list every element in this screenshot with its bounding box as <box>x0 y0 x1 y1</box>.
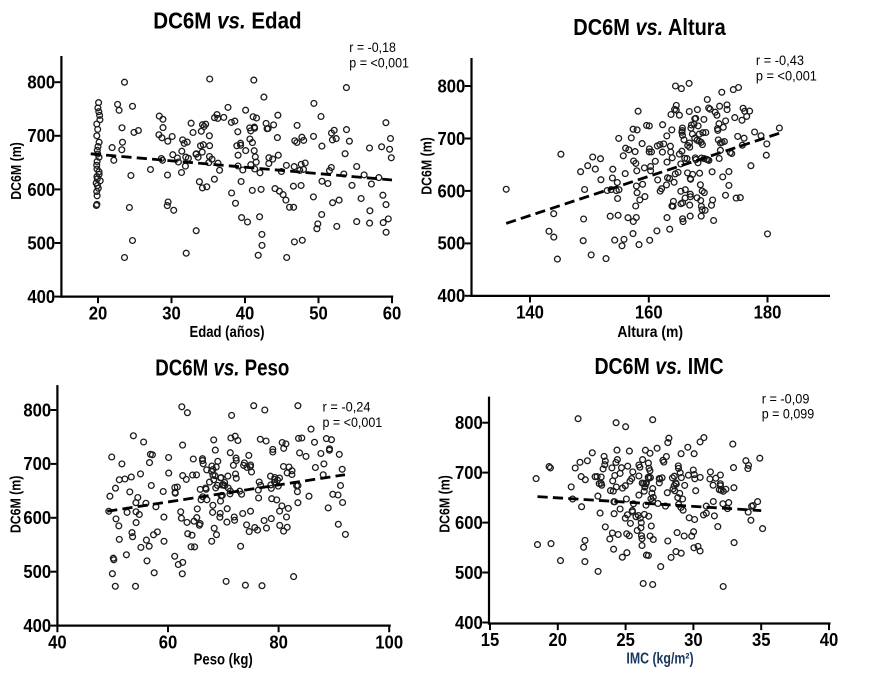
svg-text:800: 800 <box>455 412 483 433</box>
svg-text:p = <0,001: p = <0,001 <box>756 68 817 83</box>
svg-text:80: 80 <box>269 631 288 652</box>
svg-text:40: 40 <box>236 302 255 323</box>
svg-text:DC6M (m): DC6M (m) <box>436 475 453 533</box>
svg-text:500: 500 <box>27 232 55 253</box>
svg-text:DC6M vs. Altura: DC6M vs. Altura <box>573 14 726 40</box>
svg-text:DC6M vs. Peso: DC6M vs. Peso <box>155 355 289 381</box>
svg-text:r = -0,24: r = -0,24 <box>323 400 371 415</box>
svg-text:r = -0,18: r = -0,18 <box>349 40 396 55</box>
svg-text:40: 40 <box>820 629 839 650</box>
svg-text:50: 50 <box>309 302 328 323</box>
svg-text:20: 20 <box>89 302 108 323</box>
svg-text:p = <0,001: p = <0,001 <box>323 415 383 430</box>
svg-text:140: 140 <box>516 302 544 323</box>
svg-text:DC6M vs. Edad: DC6M vs. Edad <box>153 8 301 34</box>
svg-text:20: 20 <box>549 629 568 650</box>
svg-text:IMC (kg/m²): IMC (kg/m²) <box>626 651 693 668</box>
svg-text:800: 800 <box>27 72 55 93</box>
svg-text:p = <0,001: p = <0,001 <box>349 56 409 71</box>
svg-text:Peso (kg): Peso (kg) <box>194 652 253 669</box>
svg-text:r = -0,09: r = -0,09 <box>762 391 810 406</box>
svg-text:800: 800 <box>438 75 466 96</box>
svg-text:800: 800 <box>23 399 51 420</box>
svg-text:600: 600 <box>27 179 55 200</box>
svg-text:500: 500 <box>438 233 466 254</box>
svg-text:700: 700 <box>455 462 483 483</box>
svg-text:400: 400 <box>27 286 55 307</box>
svg-text:600: 600 <box>455 512 483 533</box>
svg-text:40: 40 <box>48 631 67 652</box>
svg-text:Edad (años): Edad (años) <box>190 324 265 341</box>
svg-text:180: 180 <box>754 302 782 323</box>
svg-text:25: 25 <box>616 629 635 650</box>
svg-text:35: 35 <box>752 629 771 650</box>
svg-text:60: 60 <box>383 302 402 323</box>
svg-text:600: 600 <box>23 507 51 528</box>
svg-text:DC6M vs. IMC: DC6M vs. IMC <box>594 353 723 379</box>
svg-text:DC6M (m): DC6M (m) <box>8 476 25 534</box>
svg-text:500: 500 <box>455 562 483 583</box>
svg-text:600: 600 <box>438 180 466 201</box>
svg-text:60: 60 <box>159 631 178 652</box>
svg-text:Altura (m): Altura (m) <box>617 324 683 341</box>
svg-text:30: 30 <box>684 629 703 650</box>
svg-text:400: 400 <box>23 615 51 636</box>
svg-text:400: 400 <box>438 285 466 306</box>
svg-text:p = 0,099: p = 0,099 <box>762 407 815 422</box>
svg-text:700: 700 <box>27 125 55 146</box>
svg-text:r = -0,43: r = -0,43 <box>756 53 804 68</box>
svg-text:700: 700 <box>438 128 466 149</box>
svg-text:30: 30 <box>162 302 181 323</box>
svg-text:400: 400 <box>455 612 483 633</box>
svg-text:DC6M (m): DC6M (m) <box>8 142 25 200</box>
svg-text:100: 100 <box>375 631 403 652</box>
svg-text:DC6M (m): DC6M (m) <box>418 137 435 195</box>
svg-text:15: 15 <box>481 629 500 650</box>
svg-text:500: 500 <box>23 561 51 582</box>
svg-text:700: 700 <box>23 453 51 474</box>
svg-text:160: 160 <box>635 302 663 323</box>
